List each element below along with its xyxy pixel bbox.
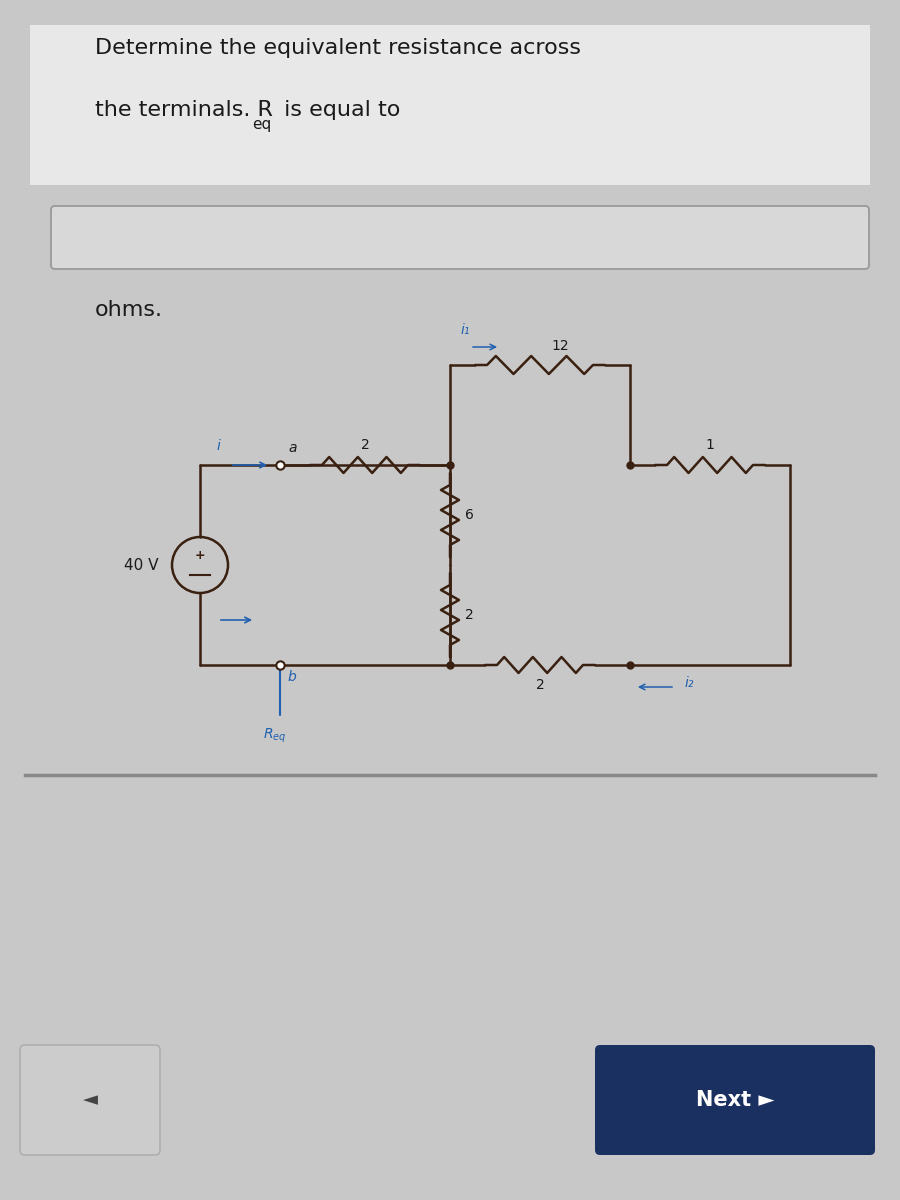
Text: $R_{eq}$: $R_{eq}$ xyxy=(264,727,287,745)
Text: b: b xyxy=(288,670,297,684)
Text: 2: 2 xyxy=(536,678,544,692)
Text: a: a xyxy=(288,442,296,455)
Text: ohms.: ohms. xyxy=(95,300,163,320)
Text: the terminals. R: the terminals. R xyxy=(95,100,273,120)
FancyBboxPatch shape xyxy=(30,25,870,185)
Text: Determine the equivalent resistance across: Determine the equivalent resistance acro… xyxy=(95,38,581,58)
Text: i₂: i₂ xyxy=(685,676,695,690)
FancyBboxPatch shape xyxy=(20,1045,160,1154)
Text: i: i xyxy=(216,439,220,452)
Text: eq: eq xyxy=(252,116,271,132)
Text: i₁: i₁ xyxy=(460,323,470,337)
Text: 2: 2 xyxy=(465,608,473,622)
Text: 40 V: 40 V xyxy=(123,558,158,572)
FancyBboxPatch shape xyxy=(51,206,869,269)
Text: +: + xyxy=(194,548,205,562)
Text: 1: 1 xyxy=(706,438,715,452)
FancyBboxPatch shape xyxy=(595,1045,875,1154)
Text: Next ►: Next ► xyxy=(696,1090,774,1110)
Text: 2: 2 xyxy=(361,438,369,452)
Text: is equal to: is equal to xyxy=(277,100,400,120)
Text: 6: 6 xyxy=(465,508,474,522)
Text: ◄: ◄ xyxy=(83,1091,97,1110)
Text: 12: 12 xyxy=(551,340,569,353)
